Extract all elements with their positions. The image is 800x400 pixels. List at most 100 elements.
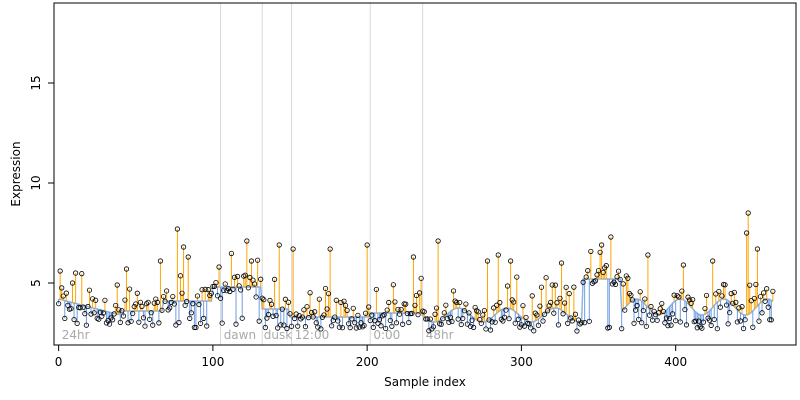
data-point [125, 320, 131, 326]
data-point [665, 323, 671, 329]
data-point [523, 314, 529, 321]
data-point [366, 304, 372, 310]
data-point [170, 293, 176, 300]
data-point [531, 328, 537, 334]
data-point [512, 320, 518, 326]
data-point [199, 287, 205, 293]
data-point [478, 320, 484, 326]
data-point [730, 300, 736, 306]
y-axis-title: Expression [9, 141, 23, 206]
data-point [654, 317, 660, 323]
data-point [659, 300, 665, 307]
data-point [321, 312, 327, 318]
data-point [148, 310, 154, 316]
data-point [589, 280, 595, 286]
data-point [555, 322, 562, 328]
deviation-segments [58, 213, 774, 331]
data-point [69, 280, 76, 286]
data-point [754, 246, 761, 252]
data-point [197, 320, 204, 326]
data-point [568, 315, 574, 321]
data-point [174, 226, 181, 232]
data-point [673, 318, 679, 324]
data-point [480, 312, 486, 318]
data-point [629, 297, 636, 303]
data-point [154, 299, 160, 305]
data-point [668, 322, 674, 328]
data-point [184, 298, 190, 305]
data-point [657, 306, 663, 312]
data-point [742, 317, 748, 323]
data-point [634, 302, 640, 309]
data-point [196, 301, 202, 308]
data-point [114, 282, 120, 288]
data-point [62, 315, 68, 322]
data-point [503, 307, 509, 313]
data-point [164, 288, 170, 294]
data-point [72, 270, 79, 276]
data-point [383, 325, 389, 332]
data-point [458, 321, 464, 328]
data-point [390, 282, 396, 288]
data-point [518, 322, 525, 328]
data-point [727, 309, 733, 316]
data-point [430, 324, 437, 330]
data-point [194, 293, 201, 299]
data-point [185, 254, 191, 260]
data-point [417, 290, 423, 296]
data-point [352, 320, 358, 326]
data-point [719, 293, 725, 299]
data-point [548, 299, 554, 305]
data-point [342, 302, 349, 309]
y-tick-label: 5 [29, 279, 43, 287]
data-point [384, 307, 390, 313]
data-point [290, 246, 296, 252]
data-point [648, 303, 654, 310]
data-point [708, 322, 714, 328]
data-point [208, 290, 214, 296]
data-point [583, 274, 589, 280]
data-point [565, 320, 571, 326]
region-label: 0:00 [373, 328, 400, 342]
data-point [88, 311, 94, 317]
data-point [369, 312, 375, 318]
data-point [301, 307, 307, 313]
data-point [86, 287, 93, 293]
data-point [278, 322, 284, 328]
data-point [307, 290, 313, 296]
data-point [666, 315, 673, 322]
x-axis: 0 100 200 300 400 [55, 345, 687, 369]
data-point [693, 318, 699, 324]
data-point [350, 305, 356, 311]
data-point [433, 305, 440, 311]
data-point [737, 318, 744, 324]
data-point [577, 321, 583, 327]
data-point [438, 321, 444, 327]
data-point [363, 310, 369, 316]
data-point [265, 311, 272, 318]
data-point [450, 288, 457, 294]
data-point [534, 312, 540, 318]
data-point [492, 319, 498, 325]
data-point [454, 299, 460, 306]
data-point [497, 300, 503, 306]
data-point [335, 318, 341, 324]
data-point [89, 296, 96, 302]
data-point [620, 281, 626, 287]
data-point [202, 286, 208, 292]
data-point [160, 293, 167, 300]
data-point [528, 325, 534, 331]
data-point [93, 297, 99, 303]
data-point [344, 307, 350, 313]
region-separators [220, 3, 424, 345]
data-point [139, 303, 145, 309]
data-point [646, 312, 653, 318]
data-point [262, 324, 268, 331]
data-point [606, 324, 612, 330]
data-point [242, 272, 248, 278]
data-point [441, 310, 447, 316]
plot-frame [53, 2, 797, 346]
data-point [261, 297, 267, 303]
data-point [537, 303, 543, 309]
data-point [632, 307, 639, 313]
